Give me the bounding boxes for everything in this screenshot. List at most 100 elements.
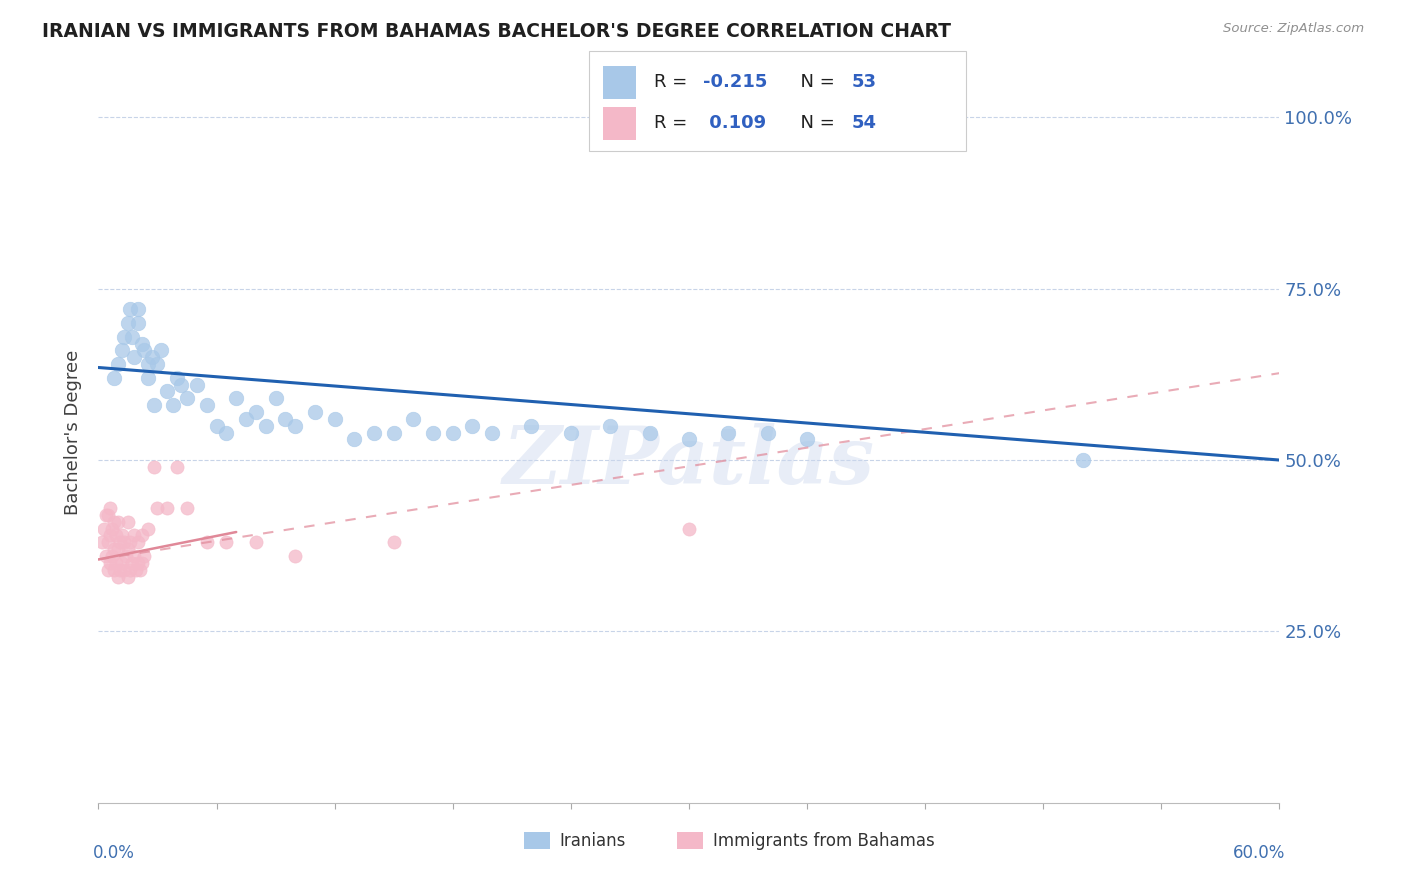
Point <box>107 357 129 371</box>
Text: 60.0%: 60.0% <box>1233 844 1285 862</box>
Point <box>128 563 150 577</box>
Text: 0.0%: 0.0% <box>93 844 135 862</box>
Text: Source: ZipAtlas.com: Source: ZipAtlas.com <box>1223 22 1364 36</box>
Point <box>254 418 277 433</box>
Point <box>136 357 159 371</box>
Point <box>111 528 134 542</box>
Point <box>176 501 198 516</box>
Point <box>166 459 188 474</box>
Point <box>170 377 193 392</box>
Point <box>91 535 114 549</box>
Point <box>141 350 163 364</box>
Point <box>638 425 661 440</box>
Point <box>127 302 149 317</box>
Point <box>112 535 135 549</box>
Point <box>121 329 143 343</box>
Point <box>107 542 129 557</box>
Bar <box>678 832 703 848</box>
Point <box>108 563 131 577</box>
Point <box>127 316 149 330</box>
Point <box>101 549 124 563</box>
Point <box>98 556 121 570</box>
Point <box>363 425 385 440</box>
Point <box>481 425 503 440</box>
Point <box>103 371 125 385</box>
Point <box>150 343 173 358</box>
Point <box>176 392 198 406</box>
Point <box>105 528 128 542</box>
Point <box>235 412 257 426</box>
Point <box>125 563 148 577</box>
Point <box>118 563 141 577</box>
Point <box>215 535 238 549</box>
Point <box>103 542 125 557</box>
Text: 54: 54 <box>852 114 877 132</box>
Point <box>101 522 124 536</box>
Point <box>678 522 700 536</box>
Text: N =: N = <box>789 114 841 132</box>
Y-axis label: Bachelor's Degree: Bachelor's Degree <box>65 350 83 516</box>
Point <box>96 508 118 522</box>
Point <box>117 316 139 330</box>
Point <box>284 418 307 433</box>
Point <box>225 392 247 406</box>
Text: -0.215: -0.215 <box>703 72 768 91</box>
Point <box>146 501 169 516</box>
Text: 0.109: 0.109 <box>703 114 766 132</box>
Point <box>142 398 165 412</box>
Point <box>127 556 149 570</box>
Point <box>382 425 405 440</box>
Text: ZIPatlas: ZIPatlas <box>503 424 875 501</box>
Point <box>186 377 208 392</box>
Point <box>108 535 131 549</box>
Text: Iranians: Iranians <box>560 831 626 849</box>
Point <box>156 384 179 399</box>
Text: Immigrants from Bahamas: Immigrants from Bahamas <box>713 831 935 849</box>
Point <box>323 412 346 426</box>
Point <box>111 343 134 358</box>
Point <box>117 515 139 529</box>
Point <box>136 371 159 385</box>
Point <box>142 459 165 474</box>
Text: R =: R = <box>654 114 693 132</box>
Point <box>205 418 228 433</box>
Point <box>136 522 159 536</box>
Point <box>97 535 120 549</box>
Point <box>131 336 153 351</box>
Point <box>115 549 138 563</box>
Point <box>146 357 169 371</box>
Point <box>284 549 307 563</box>
Point <box>98 528 121 542</box>
Point <box>103 515 125 529</box>
Point <box>264 392 287 406</box>
Point <box>107 515 129 529</box>
Point <box>195 535 218 549</box>
Point <box>122 549 145 563</box>
Point <box>132 549 155 563</box>
Point <box>112 329 135 343</box>
Point <box>343 433 366 447</box>
Point <box>245 535 267 549</box>
Point <box>127 535 149 549</box>
Point <box>131 556 153 570</box>
Point <box>118 535 141 549</box>
Point <box>304 405 326 419</box>
Point <box>112 563 135 577</box>
Point <box>131 528 153 542</box>
Point <box>599 418 621 433</box>
Bar <box>589 52 966 152</box>
Point <box>103 563 125 577</box>
Point <box>245 405 267 419</box>
Point <box>97 508 120 522</box>
Point <box>274 412 297 426</box>
Point <box>717 425 740 440</box>
Point <box>166 371 188 385</box>
Point <box>93 522 115 536</box>
Point <box>162 398 184 412</box>
Point <box>382 535 405 549</box>
Point <box>118 302 141 317</box>
Point <box>97 563 120 577</box>
Point <box>461 418 484 433</box>
Point <box>122 528 145 542</box>
Text: R =: R = <box>654 72 693 91</box>
